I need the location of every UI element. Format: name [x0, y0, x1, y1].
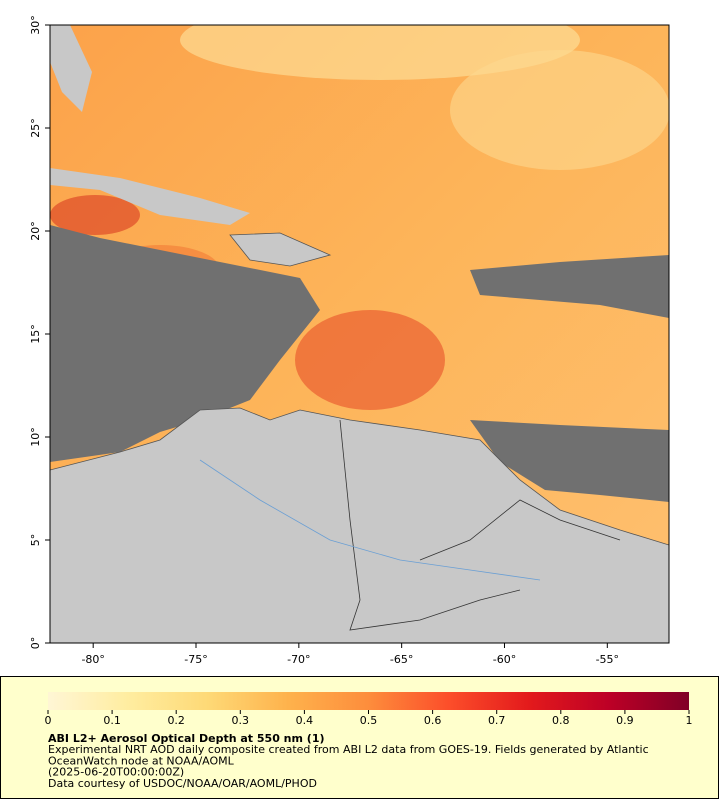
colorbar-tick-label: 0: [45, 714, 52, 727]
river: [199, 459, 541, 581]
land: [50, 168, 250, 225]
border: [339, 419, 521, 631]
y-tick-label: 15°: [29, 324, 42, 344]
x-tick-label: -55°: [596, 653, 619, 666]
y-tick-label: 5°: [29, 534, 42, 547]
x-tick-label: -60°: [493, 653, 516, 666]
cloud-mask: [50, 225, 320, 462]
caption-line: OceanWatch node at NOAA/AOML: [48, 754, 235, 767]
high-aod-area: [295, 310, 445, 410]
caption-line: (2025-06-20T00:00:00Z): [48, 766, 184, 779]
colorbar-tick-label: 1: [686, 714, 693, 727]
y-tick-label: 20°: [29, 221, 42, 241]
colorbar: [48, 692, 689, 710]
colorbar-tick-label: 0.6: [424, 714, 442, 727]
caption: Experimental NRT AOD daily composite cre…: [48, 743, 649, 790]
x-tick-label: -65°: [390, 653, 413, 666]
cloud-mask: [470, 255, 669, 318]
colorbar-tick-label: 0.5: [360, 714, 378, 727]
low-aod-area: [180, 25, 580, 80]
colorbar-tick-label: 0.1: [103, 714, 121, 727]
land: [229, 232, 332, 267]
colorbar-tick-label: 0.9: [616, 714, 634, 727]
colorbar-tick-label: 0.2: [167, 714, 185, 727]
x-tick-label: -70°: [287, 653, 310, 666]
land: [50, 25, 92, 112]
caption-line: Data courtesy of USDOC/NOAA/OAR/AOML/PHO…: [48, 777, 317, 790]
colorbar-tick-label: 0.3: [232, 714, 250, 727]
map-image: [50, 25, 669, 643]
colorbar-axis: 0 0.1 0.2 0.3 0.4 0.5 0.6 0.7 0.8 0.9 1: [45, 710, 693, 727]
caption-line: Experimental NRT AOD daily composite cre…: [48, 743, 649, 756]
high-aod-area: [50, 195, 140, 235]
axes: -80° -75° -70° -65° -60° -55° 0° 5° 10° 15° 20° 25°…: [29, 15, 619, 666]
y-tick-label: 10°: [29, 427, 42, 447]
y-tick-label: 25°: [29, 118, 42, 138]
land: [50, 407, 669, 643]
colorbar-tick-label: 0.4: [296, 714, 314, 727]
y-tick-label: 30°: [29, 15, 42, 35]
x-tick-label: -75°: [184, 653, 207, 666]
low-aod-area: [450, 50, 669, 170]
colorbar-tick-label: 0.8: [552, 714, 570, 727]
caption-title: ABI L2+ Aerosol Optical Depth at 550 nm …: [48, 732, 325, 745]
x-tick-label: -80°: [81, 653, 104, 666]
border: [419, 499, 621, 561]
colorbar-tick-label: 0.7: [488, 714, 506, 727]
y-tick-label: 0°: [29, 637, 42, 650]
cloud-mask: [470, 420, 669, 502]
